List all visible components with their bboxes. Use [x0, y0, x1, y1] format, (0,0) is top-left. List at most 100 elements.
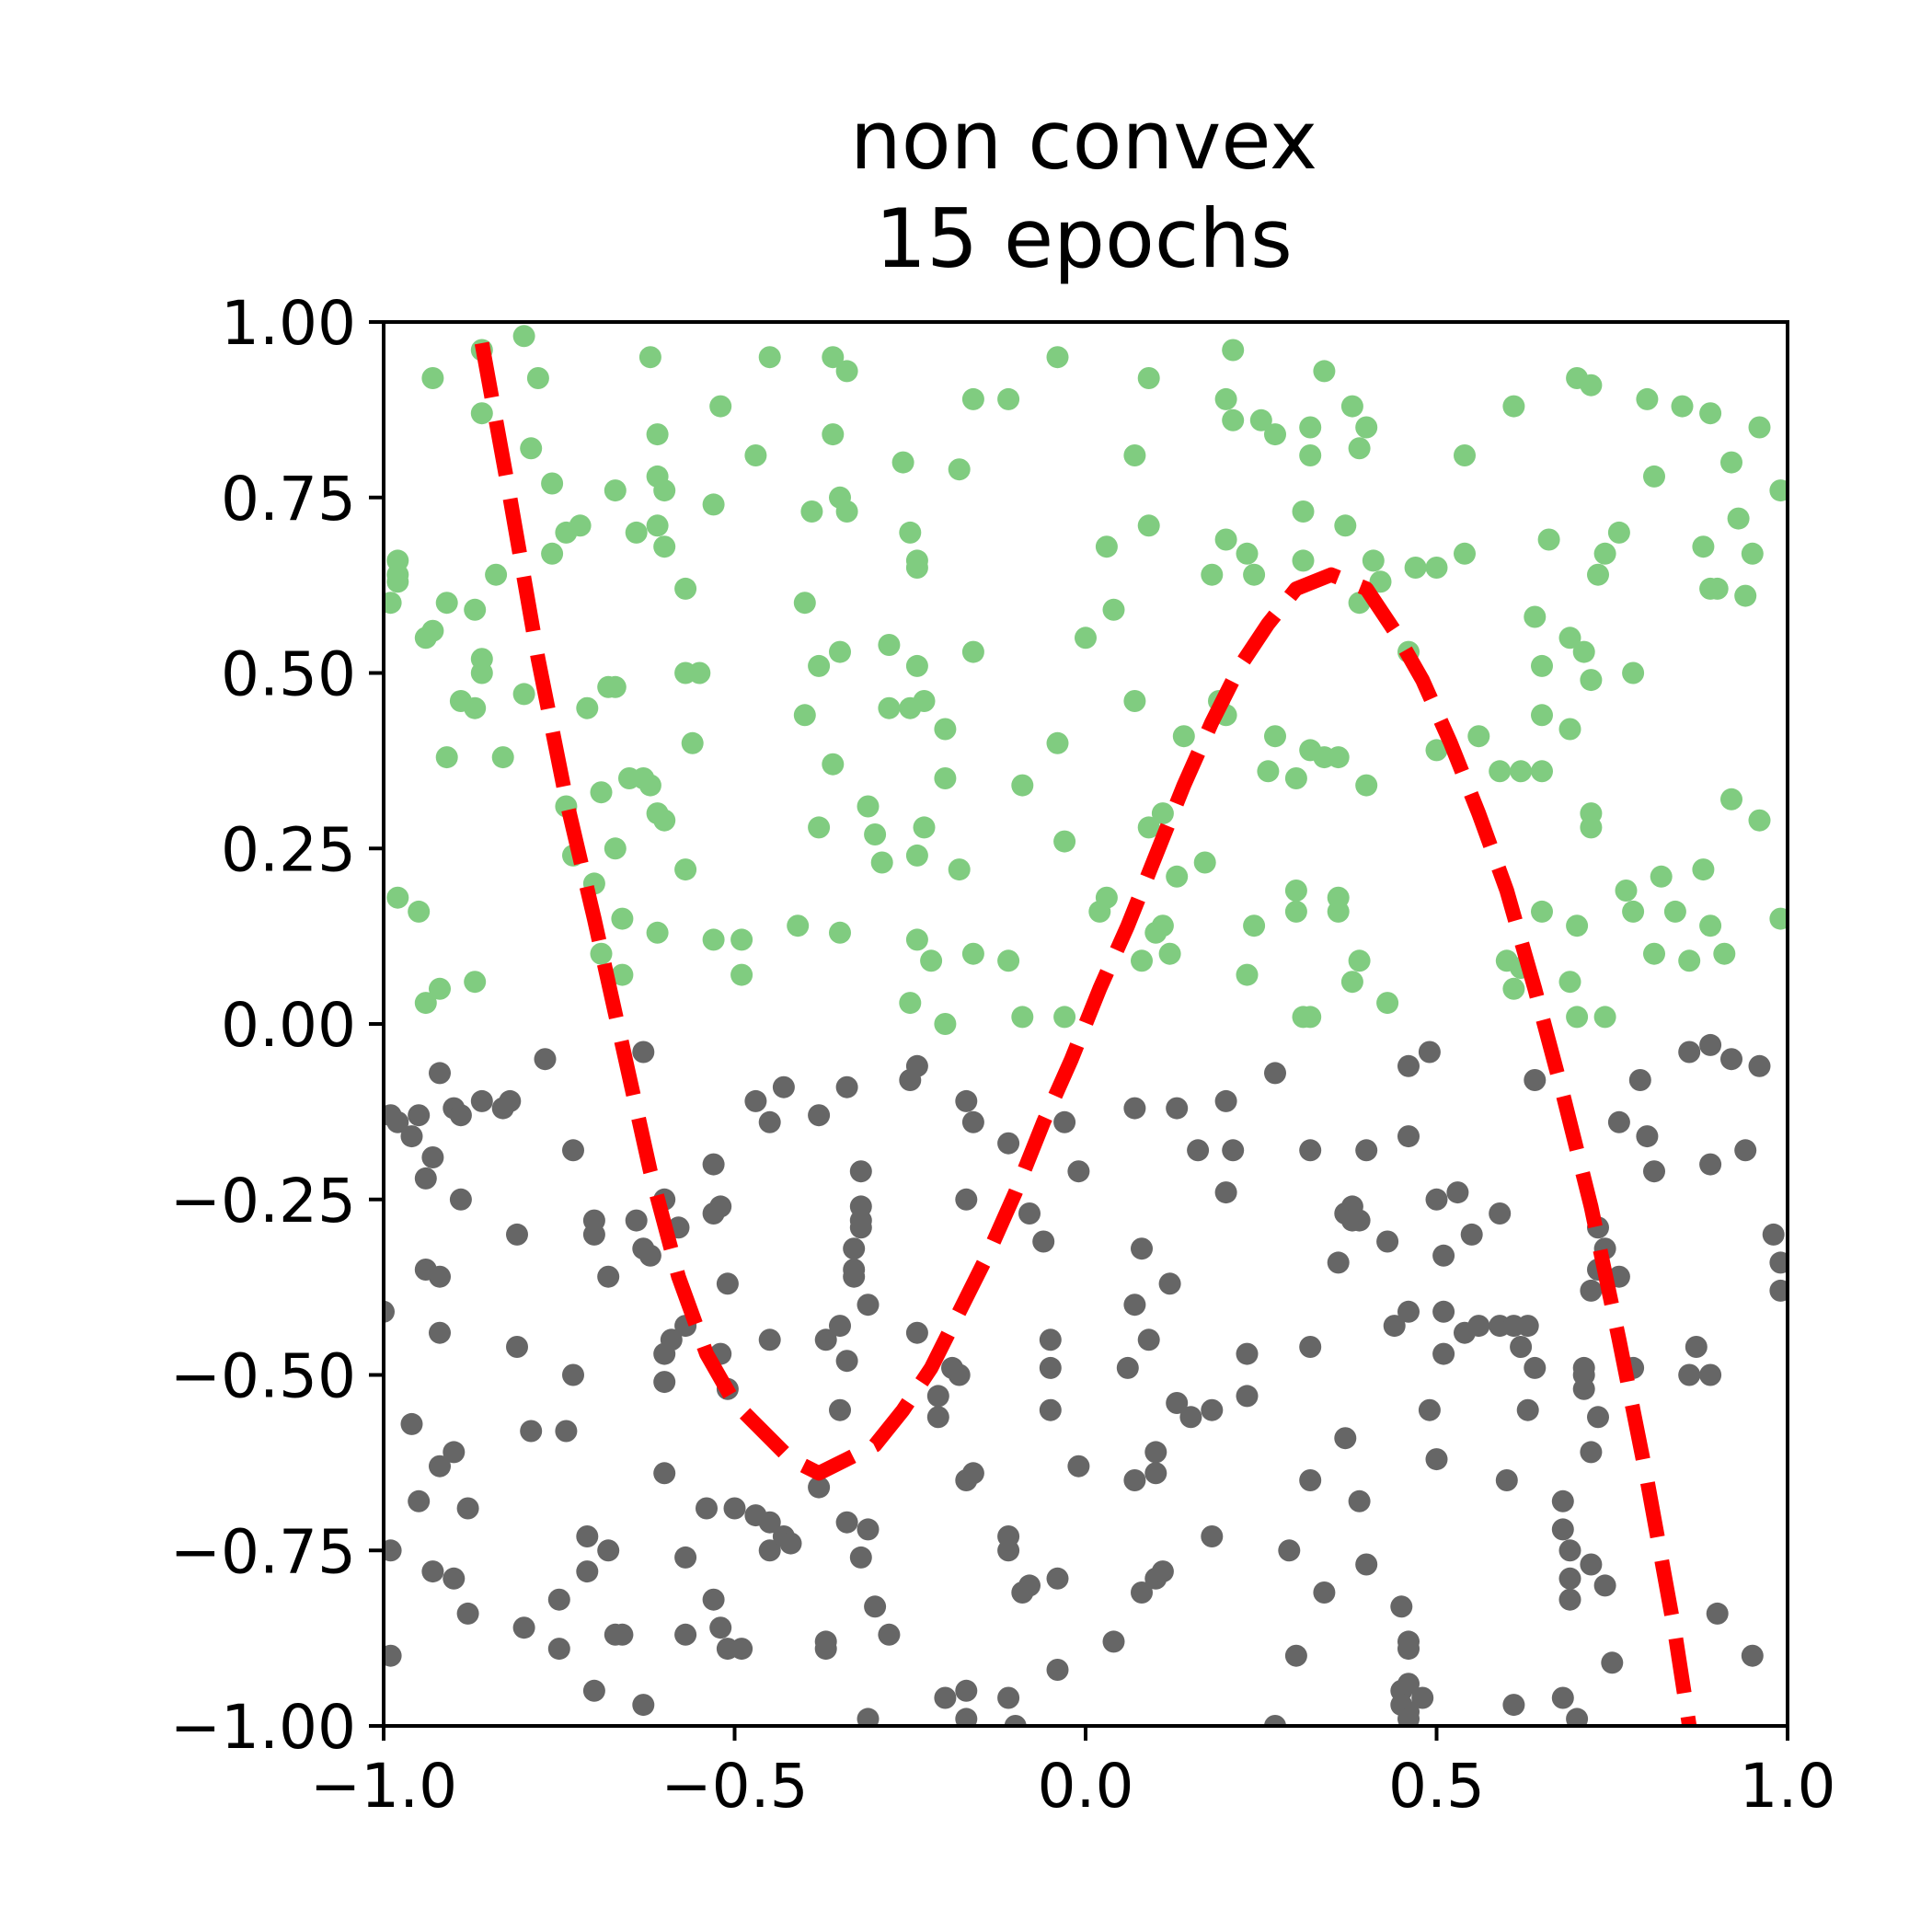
negative-point — [653, 1371, 676, 1394]
negative-point — [386, 1110, 409, 1133]
positive-point — [758, 346, 781, 369]
negative-point — [1566, 1708, 1589, 1726]
negative-point — [1214, 1181, 1237, 1204]
positive-point — [1340, 971, 1363, 994]
positive-point — [611, 963, 634, 986]
positive-point — [1257, 760, 1280, 783]
positive-point — [1053, 830, 1076, 853]
positive-point — [1243, 914, 1266, 937]
positive-point — [913, 816, 936, 839]
positive-point — [1454, 542, 1476, 565]
negative-point — [961, 1110, 984, 1133]
positive-point — [1327, 746, 1350, 769]
negative-point — [1201, 1525, 1224, 1547]
negative-point — [470, 1089, 493, 1112]
negative-point — [1510, 1336, 1533, 1358]
positive-point — [1131, 949, 1153, 972]
positive-point — [590, 942, 613, 965]
negative-point — [384, 1644, 402, 1667]
negative-point — [1397, 1125, 1420, 1148]
negative-point — [1151, 1560, 1174, 1583]
negative-point — [1432, 1342, 1455, 1365]
positive-point — [1769, 907, 1788, 930]
negative-point — [1004, 1715, 1027, 1726]
positive-point — [470, 402, 493, 425]
positive-point — [1284, 880, 1307, 902]
positive-point — [1299, 1006, 1322, 1029]
positive-point — [421, 619, 444, 642]
plot-area — [384, 325, 1788, 1726]
negative-point — [1769, 1251, 1788, 1274]
negative-point — [1587, 1406, 1609, 1429]
negative-point — [534, 1048, 557, 1071]
negative-point — [1593, 1574, 1616, 1597]
negative-point — [597, 1265, 620, 1288]
positive-point — [822, 753, 845, 776]
positive-point — [1292, 549, 1315, 572]
positive-point — [1404, 557, 1427, 579]
positive-point — [1151, 802, 1174, 825]
negative-point — [1432, 1244, 1455, 1267]
positive-point — [1558, 627, 1581, 650]
positive-point — [800, 500, 823, 523]
negative-point — [1166, 1097, 1189, 1120]
negative-point — [1601, 1651, 1624, 1674]
negative-point — [835, 1511, 858, 1534]
negative-point — [1222, 1139, 1245, 1162]
positive-point — [526, 367, 549, 389]
positive-point — [730, 963, 753, 986]
positive-point — [541, 472, 564, 495]
negative-point — [1046, 1567, 1069, 1590]
negative-point — [1762, 1223, 1785, 1246]
positive-point — [934, 1013, 957, 1035]
negative-point — [723, 1497, 746, 1520]
negative-point — [1137, 1328, 1160, 1351]
positive-point — [1166, 865, 1189, 888]
positive-point — [1249, 408, 1272, 431]
negative-point — [849, 1160, 872, 1183]
negative-point — [456, 1602, 479, 1625]
positive-point — [870, 851, 893, 874]
positive-point — [864, 823, 887, 845]
negative-point — [1102, 1630, 1125, 1653]
positive-point — [1671, 395, 1694, 418]
positive-point — [1327, 900, 1350, 923]
chart-title-line-2: 15 epochs — [875, 191, 1293, 286]
positive-point — [1467, 725, 1490, 748]
negative-point — [576, 1525, 599, 1547]
negative-point — [1390, 1595, 1413, 1618]
negative-point — [1355, 1553, 1378, 1576]
positive-point — [638, 346, 661, 369]
positive-point — [1075, 627, 1097, 650]
positive-point — [1537, 528, 1560, 551]
negative-point — [562, 1363, 584, 1386]
positive-point — [1572, 640, 1595, 663]
negative-point — [499, 1089, 522, 1112]
negative-point — [1299, 1139, 1322, 1162]
positive-point — [1663, 900, 1686, 923]
negative-point — [1397, 1054, 1420, 1077]
positive-point — [611, 907, 634, 930]
positive-point — [1720, 788, 1742, 811]
negative-point — [1678, 1041, 1701, 1064]
negative-point — [1397, 1300, 1420, 1323]
negative-point — [1699, 1153, 1722, 1176]
positive-point — [604, 675, 627, 698]
negative-point — [926, 1406, 949, 1429]
positive-point — [435, 592, 458, 615]
positive-point — [1734, 584, 1757, 607]
positive-point — [1284, 767, 1307, 789]
positive-point — [435, 746, 458, 769]
positive-point — [1531, 760, 1553, 783]
positive-point — [1720, 451, 1742, 474]
positive-point — [878, 634, 901, 656]
positive-point — [934, 767, 957, 789]
negative-point — [1558, 1567, 1581, 1590]
negative-point — [997, 1539, 1020, 1562]
negative-point — [696, 1497, 718, 1520]
positive-point — [646, 514, 669, 537]
positive-point — [1222, 408, 1245, 431]
positive-point — [1713, 942, 1736, 965]
negative-point — [1376, 1230, 1399, 1253]
